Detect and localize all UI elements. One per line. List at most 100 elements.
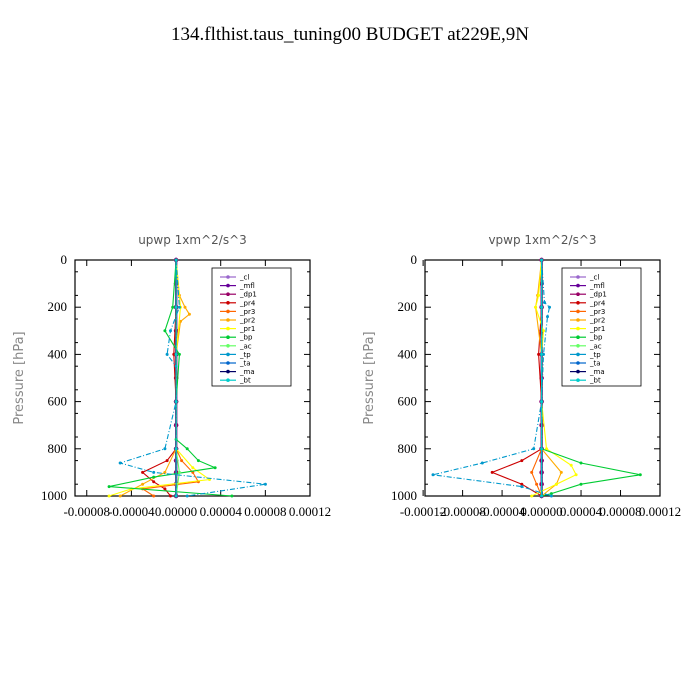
series-point-pr1 — [569, 463, 573, 467]
legend-marker — [576, 275, 580, 279]
series-point-pr2 — [141, 482, 145, 486]
y-tick-label: 400 — [398, 346, 418, 361]
x-tick-label: 0.00000 — [155, 504, 197, 519]
series-point-bp — [152, 475, 156, 479]
legend-marker — [576, 309, 580, 314]
legend-marker — [226, 335, 230, 340]
legend-marker — [576, 378, 580, 383]
series-point-bt — [174, 400, 178, 404]
legend-label: _pr3 — [239, 308, 255, 316]
y-tick-label: 600 — [398, 394, 418, 409]
legend-marker — [226, 275, 230, 279]
series-point-tp — [543, 301, 546, 304]
series-point-tp — [549, 494, 553, 498]
x-tick-label: 0.00000 — [520, 504, 562, 519]
series-point-pr4 — [165, 459, 169, 463]
x-tick-label: 0.00012 — [639, 504, 681, 519]
legend-label: _tp — [239, 351, 251, 359]
panel-vpwp: vpwp 1xm^2/s^3 Pressure [hPa] 0 200 400 600 80… — [362, 233, 681, 519]
series-point-tp — [431, 473, 435, 477]
series-point-pr4 — [490, 470, 494, 474]
series-point-bp — [579, 482, 583, 486]
series-point-pr1 — [191, 466, 195, 470]
legend-marker — [226, 301, 230, 305]
legend-marker — [226, 378, 230, 383]
series-line-tp — [432, 259, 552, 497]
legend-label: _cl — [589, 274, 599, 282]
legend-marker — [226, 352, 230, 357]
legend-label: _mfl — [589, 282, 605, 290]
legend-marker — [226, 326, 230, 331]
legend-label: _ta — [589, 360, 601, 368]
legend-label: _bt — [589, 377, 601, 385]
legend-label: _ac — [589, 342, 602, 350]
series-point-pr4 — [152, 480, 156, 484]
legend-label: _pr1 — [239, 325, 255, 333]
y-tick-label: 1000 — [391, 488, 417, 503]
series-point-pr4 — [520, 459, 524, 463]
series-line-pr4 — [490, 260, 543, 497]
series-point-pr3 — [535, 482, 539, 486]
legend-label: _ma — [589, 368, 605, 376]
x-tick-label: 0.00004 — [200, 504, 243, 519]
series-point-bp — [163, 329, 167, 333]
panel-upwp: upwp 1xm^2/s^3 Pressure [hPa] 0 200 400 600 80… — [12, 233, 331, 519]
legend-marker — [576, 369, 580, 374]
series-point-bp — [196, 459, 200, 463]
series-point-tp — [548, 305, 551, 309]
legend-label: _bp — [239, 334, 253, 342]
series-point-tp — [165, 352, 169, 356]
legend-label: _tp — [589, 351, 601, 359]
legend-label: _pr4 — [239, 299, 256, 307]
legend-label: _pr3 — [589, 308, 605, 316]
y-tick-label: 800 — [398, 441, 418, 456]
y-tick-label: 0 — [61, 252, 68, 267]
series-point-pr1 — [574, 473, 578, 477]
legend-marker — [576, 326, 580, 331]
series-point-bt — [540, 352, 544, 356]
legend-marker — [576, 352, 580, 357]
y-tick-label: 800 — [48, 441, 68, 456]
legend-marker — [576, 292, 580, 297]
y-tick-label: 600 — [48, 394, 68, 409]
series-point-pr4 — [169, 494, 172, 498]
legend-label: _ma — [239, 368, 255, 376]
series-point-pr3 — [180, 459, 184, 463]
legend-label: _dp1 — [239, 291, 257, 299]
plot-frame — [74, 259, 311, 497]
series-point-bt — [174, 305, 178, 309]
series-point-bp — [549, 492, 553, 496]
x-tick-label: -0.00004 — [108, 504, 155, 519]
series-point-pr1 — [542, 329, 545, 333]
y-tick-label: 200 — [398, 299, 418, 314]
series-point-ac — [177, 470, 181, 474]
series-point-tp — [152, 470, 156, 474]
series-point-bp — [638, 473, 642, 477]
legend-marker — [226, 369, 230, 374]
y-tick-label: 0 — [411, 252, 418, 267]
series-point-bp — [213, 466, 217, 470]
y-tick-label: 200 — [48, 299, 68, 314]
legend-marker — [576, 335, 580, 340]
legend-marker — [226, 292, 230, 297]
legend-label: _ac — [239, 342, 252, 350]
series-point-pr1 — [545, 447, 548, 451]
x-tick-label: 0.00008 — [244, 504, 286, 519]
series-point-pr2 — [118, 494, 122, 498]
series-point-bt — [540, 400, 544, 404]
y-tick-label: 400 — [48, 346, 68, 361]
series-point-pr1 — [534, 305, 538, 309]
series-point-pr1 — [537, 293, 541, 297]
series-point-bp — [185, 447, 189, 451]
legend-marker — [226, 344, 230, 348]
series-point-pr2 — [183, 305, 187, 309]
series-point-bt — [174, 258, 178, 262]
series-point-pr4 — [141, 470, 145, 474]
series-point-pr1 — [554, 482, 558, 486]
series-point-tp — [163, 447, 167, 451]
legend-label: _mfl — [239, 282, 255, 290]
series-point-bt — [540, 305, 544, 309]
legend-marker — [576, 344, 580, 348]
x-tick-label: -0.00008 — [63, 504, 110, 519]
series-point-pr2 — [559, 470, 563, 474]
